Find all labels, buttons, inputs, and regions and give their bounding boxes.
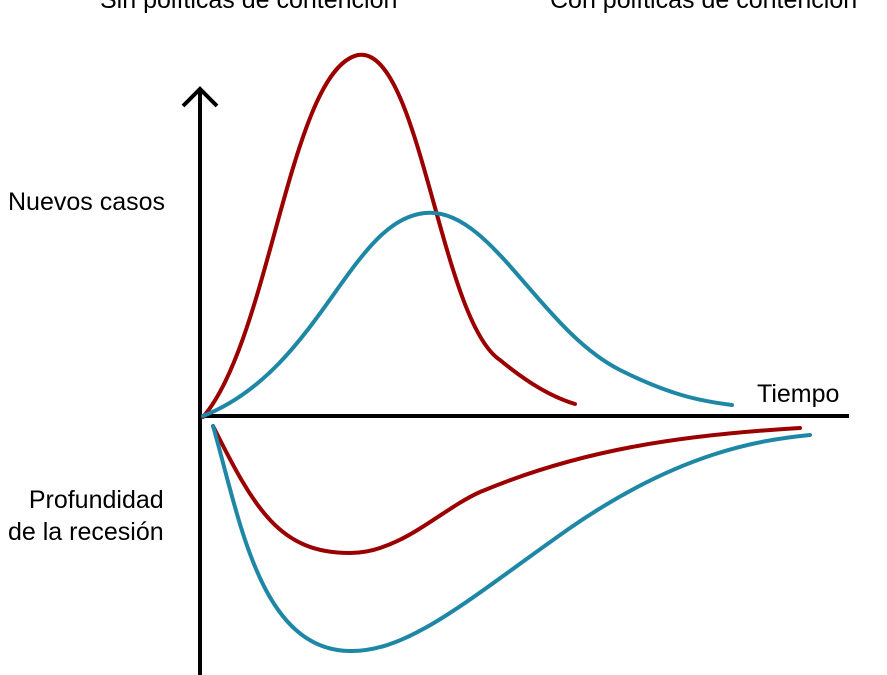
red-recession-curve (211, 424, 802, 556)
blue-cases-curve (201, 210, 734, 418)
y-axis-label-top: Nuevos casos (8, 188, 166, 216)
blue-recession-curve (211, 424, 812, 654)
legend-red-label: Sin políticas de contención (100, 0, 398, 14)
arrow-up-icon (181, 86, 219, 108)
y-axis-label-bottom: Profundidad de la recesión (8, 484, 164, 548)
y-axis-label-bottom-line2: de la recesión (8, 518, 164, 546)
x-axis-label: Tiempo (757, 380, 840, 408)
legend-blue-label: Con políticas de contención (550, 0, 858, 14)
red-cases-curve (201, 52, 577, 419)
y-axis-label-bottom-line1: Profundidad (28, 486, 164, 514)
